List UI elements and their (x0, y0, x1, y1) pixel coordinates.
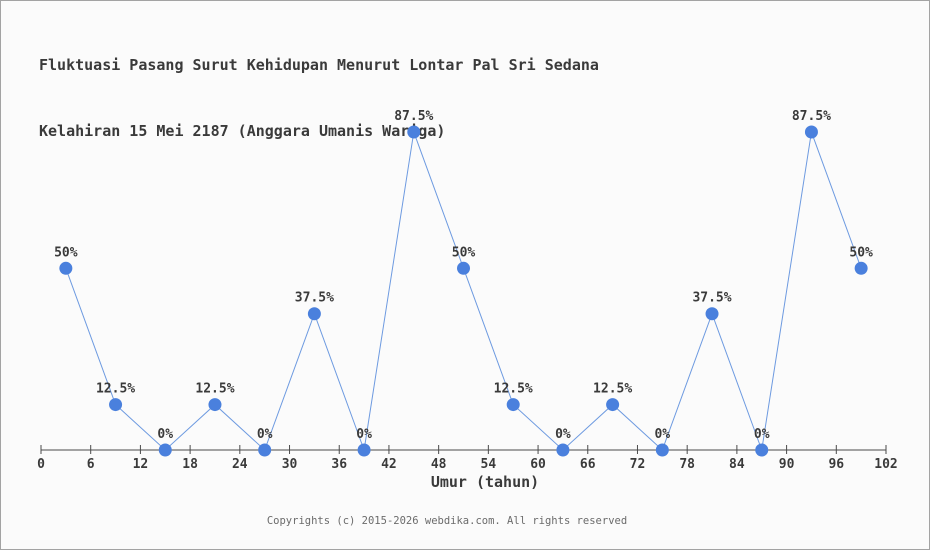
x-axis-title: Umur (tahun) (431, 473, 539, 491)
x-axis-tick-label: 84 (729, 457, 745, 472)
x-axis-tick-label: 18 (182, 457, 198, 472)
x-axis-tick-label: 0 (37, 457, 45, 472)
data-point-label: 50% (849, 245, 873, 260)
data-point-marker (258, 443, 272, 457)
data-point-label: 0% (555, 427, 571, 442)
data-point-label: 0% (157, 427, 173, 442)
data-point-label: 87.5% (394, 109, 433, 124)
data-point-label: 37.5% (295, 291, 334, 306)
data-point-label: 12.5% (494, 382, 533, 397)
data-point-marker (854, 261, 868, 275)
data-point-label: 12.5% (593, 382, 632, 397)
data-point-marker (556, 443, 570, 457)
data-point-label: 50% (54, 245, 78, 260)
chart-title-line2: Kelahiran 15 Mei 2187 (Anggara Umanis Wa… (39, 122, 446, 140)
data-point-marker (755, 443, 769, 457)
data-point-label: 87.5% (792, 109, 831, 124)
data-point-marker (158, 443, 172, 457)
data-point-label: 12.5% (96, 382, 135, 397)
data-point-marker (655, 443, 669, 457)
x-axis-tick-label: 96 (828, 457, 844, 472)
data-point-marker (109, 398, 123, 412)
chart-title-line1: Fluktuasi Pasang Surut Kehidupan Menurut… (39, 56, 599, 74)
x-axis-tick-label: 6 (87, 457, 95, 472)
x-axis-tick-label: 36 (331, 457, 347, 472)
data-point-label: 0% (356, 427, 372, 442)
data-point-marker (357, 443, 371, 457)
data-point-label: 0% (754, 427, 770, 442)
data-point-marker (59, 261, 73, 275)
chart-line (65, 131, 862, 451)
data-point-marker (804, 125, 818, 139)
data-point-marker (407, 125, 421, 139)
copyright-footer: Copyrights (c) 2015-2026 webdika.com. Al… (266, 515, 628, 527)
x-axis-tick-label: 54 (481, 457, 497, 472)
data-point-label: 50% (452, 245, 476, 260)
x-axis-tick-label: 102 (874, 457, 897, 472)
x-axis-tick-label: 90 (779, 457, 795, 472)
data-point-label: 12.5% (195, 382, 234, 397)
data-point-label: 0% (654, 427, 670, 442)
data-point-marker (457, 261, 470, 275)
x-axis-tick-label: 12 (133, 457, 149, 472)
data-point-marker (705, 307, 719, 321)
data-point-marker (208, 398, 222, 412)
x-axis-tick-label: 60 (530, 457, 546, 472)
x-axis-tick-label: 78 (679, 457, 695, 472)
x-axis-tick-label: 24 (232, 457, 248, 472)
x-axis-tick-label: 42 (381, 457, 397, 472)
data-point-marker (606, 398, 620, 412)
data-point-marker (506, 398, 520, 412)
data-point-marker (307, 307, 321, 321)
x-axis-tick-label: 72 (630, 457, 646, 472)
data-point-label: 0% (257, 427, 273, 442)
chart-title: Fluktuasi Pasang Surut Kehidupan Menurut… (39, 10, 599, 186)
x-axis-tick-label: 30 (282, 457, 298, 472)
x-axis-tick-label: 66 (580, 457, 596, 472)
x-axis-tick-label: 48 (431, 457, 447, 472)
data-point-label: 37.5% (692, 291, 731, 306)
